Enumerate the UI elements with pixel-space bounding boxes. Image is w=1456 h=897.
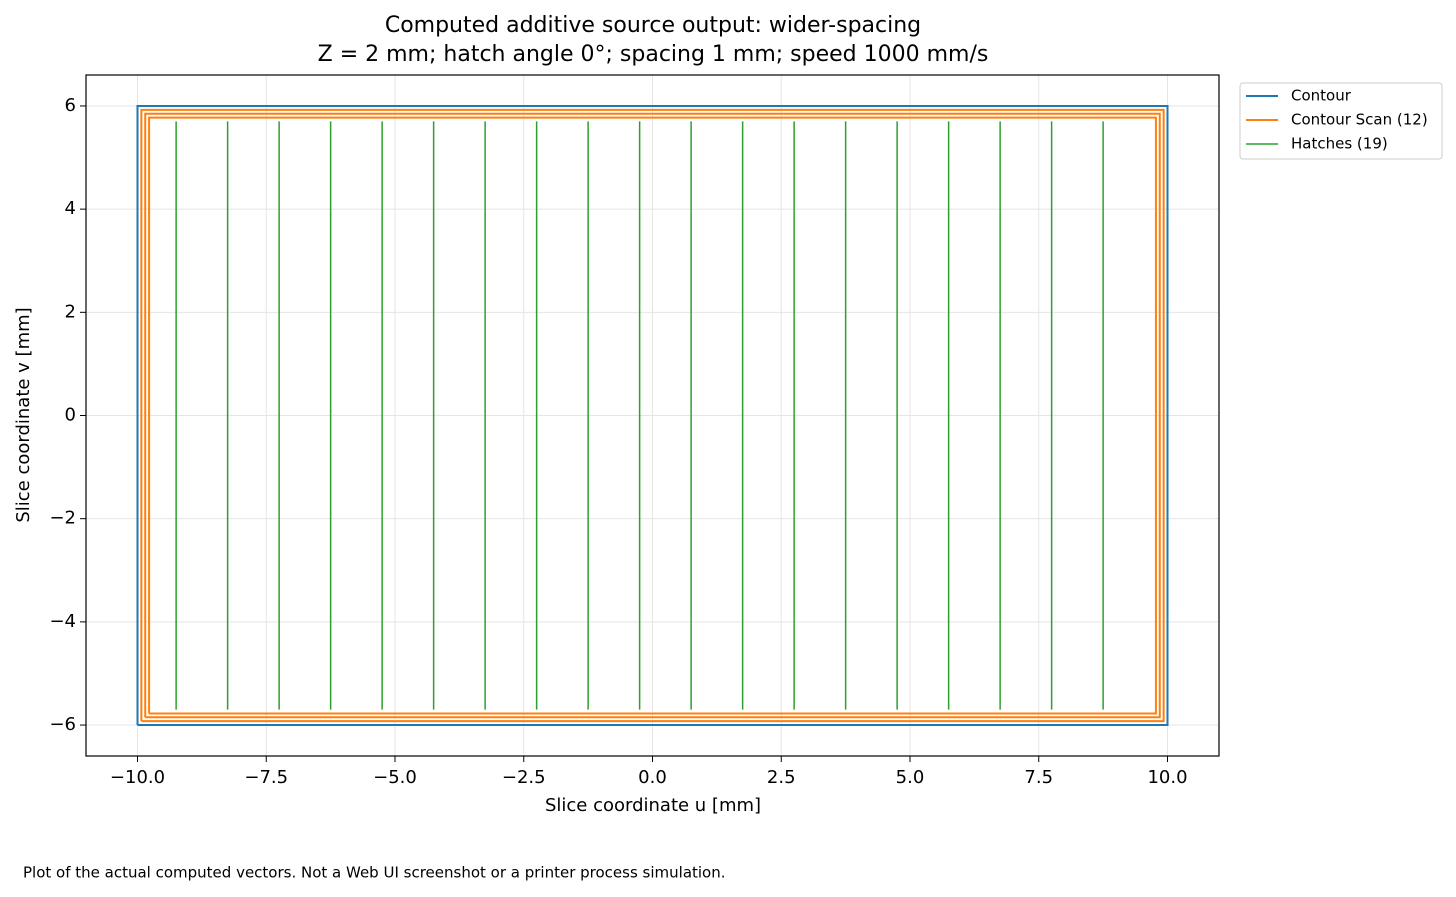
- series-line: [140, 108, 1165, 723]
- y-tick-label: 0: [65, 405, 76, 426]
- footnote: Plot of the actual computed vectors. Not…: [23, 864, 726, 882]
- x-tick-label: −5.0: [373, 767, 417, 788]
- x-tick-label: −7.5: [244, 767, 288, 788]
- y-tick-label: 6: [65, 95, 76, 116]
- y-tick-label: −4: [49, 611, 76, 632]
- y-axis-label: Slice coordinate v [mm]: [13, 307, 34, 522]
- x-tick-label: 10.0: [1147, 767, 1187, 788]
- chart-subtitle: Z = 2 mm; hatch angle 0°; spacing 1 mm; …: [318, 42, 989, 67]
- x-tick-label: 7.5: [1024, 767, 1053, 788]
- plot-frame: [85, 74, 1220, 757]
- y-tick-label: −2: [49, 508, 76, 529]
- x-tick-label: 0.0: [638, 767, 667, 788]
- y-tick-label: −6: [49, 714, 76, 735]
- x-tick-label: −10.0: [110, 767, 165, 788]
- x-tick-label: 2.5: [767, 767, 796, 788]
- legend-label: Contour: [1291, 87, 1352, 105]
- series-line: [175, 121, 1104, 710]
- series-line: [136, 104, 1169, 727]
- x-axis-label: Slice coordinate u [mm]: [545, 795, 761, 816]
- legend-box: [1239, 82, 1443, 160]
- legend: Contour Contour Scan (12) Hatches (19): [1239, 82, 1443, 160]
- legend-label: Contour Scan (12): [1291, 111, 1428, 129]
- y-tick-label: 2: [65, 301, 76, 322]
- chart-title: Computed additive source output: wider-s…: [385, 13, 921, 38]
- x-tick-label: 5.0: [896, 767, 925, 788]
- y-tick-label: 4: [65, 198, 76, 219]
- legend-label: Hatches (19): [1291, 135, 1388, 153]
- x-tick-label: −2.5: [502, 767, 546, 788]
